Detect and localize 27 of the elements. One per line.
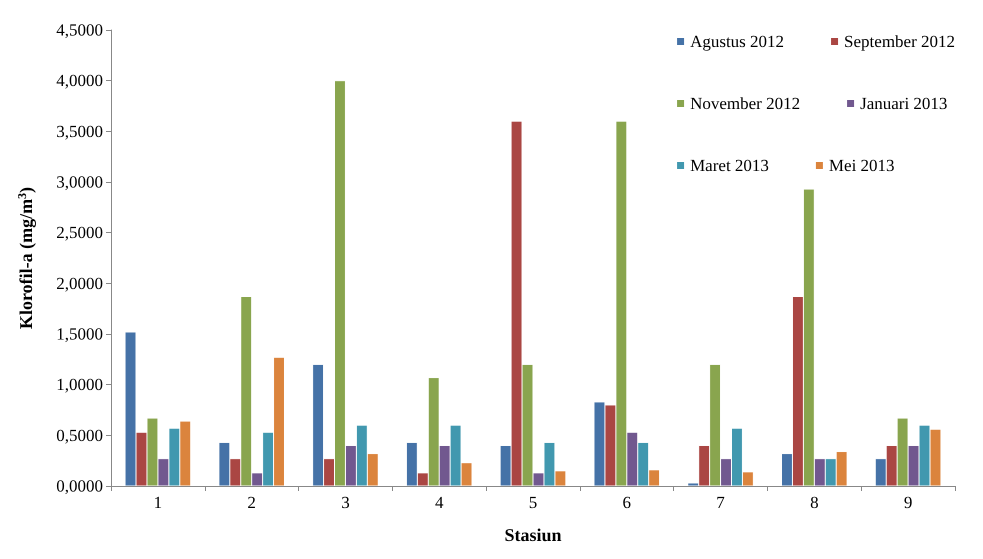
y-tick-label: 0,5000 — [56, 426, 103, 445]
y-tick-label: 2,0000 — [56, 274, 103, 293]
y-tick-label: 3,0000 — [56, 172, 103, 192]
y-tick-label: 4,0000 — [56, 71, 103, 90]
y-axis-title: Klorofil-a (mg/m3) — [15, 186, 36, 330]
x-tick-label: 3 — [341, 493, 350, 512]
x-tick-label: 4 — [434, 493, 444, 512]
y-tick-label: 1,0000 — [56, 375, 103, 394]
x-tick-label: 7 — [716, 493, 726, 512]
y-tick-label: 1,5000 — [56, 324, 103, 344]
legend-label: November 2012 — [690, 94, 800, 113]
legend-label: Maret 2013 — [690, 156, 769, 175]
legend-label: Mei 2013 — [828, 156, 895, 175]
y-tick-label: 0,0000 — [56, 476, 103, 496]
x-axis-title: Stasiun — [504, 525, 562, 545]
legend-label: Januari 2013 — [860, 94, 948, 113]
x-tick-label: 9 — [904, 493, 912, 512]
y-tick-label: 2,5000 — [56, 223, 103, 242]
x-tick-label: 2 — [247, 493, 256, 512]
x-tick-label: 1 — [154, 493, 162, 512]
x-tick-label: 6 — [622, 493, 632, 512]
x-tick-label: 5 — [528, 493, 538, 512]
legend-label: September 2012 — [844, 32, 956, 51]
y-tick-label: 3,5000 — [56, 122, 103, 141]
x-tick-label: 8 — [810, 493, 819, 512]
legend-label: Agustus 2012 — [690, 32, 784, 51]
y-tick-label: 4,5000 — [56, 20, 103, 40]
